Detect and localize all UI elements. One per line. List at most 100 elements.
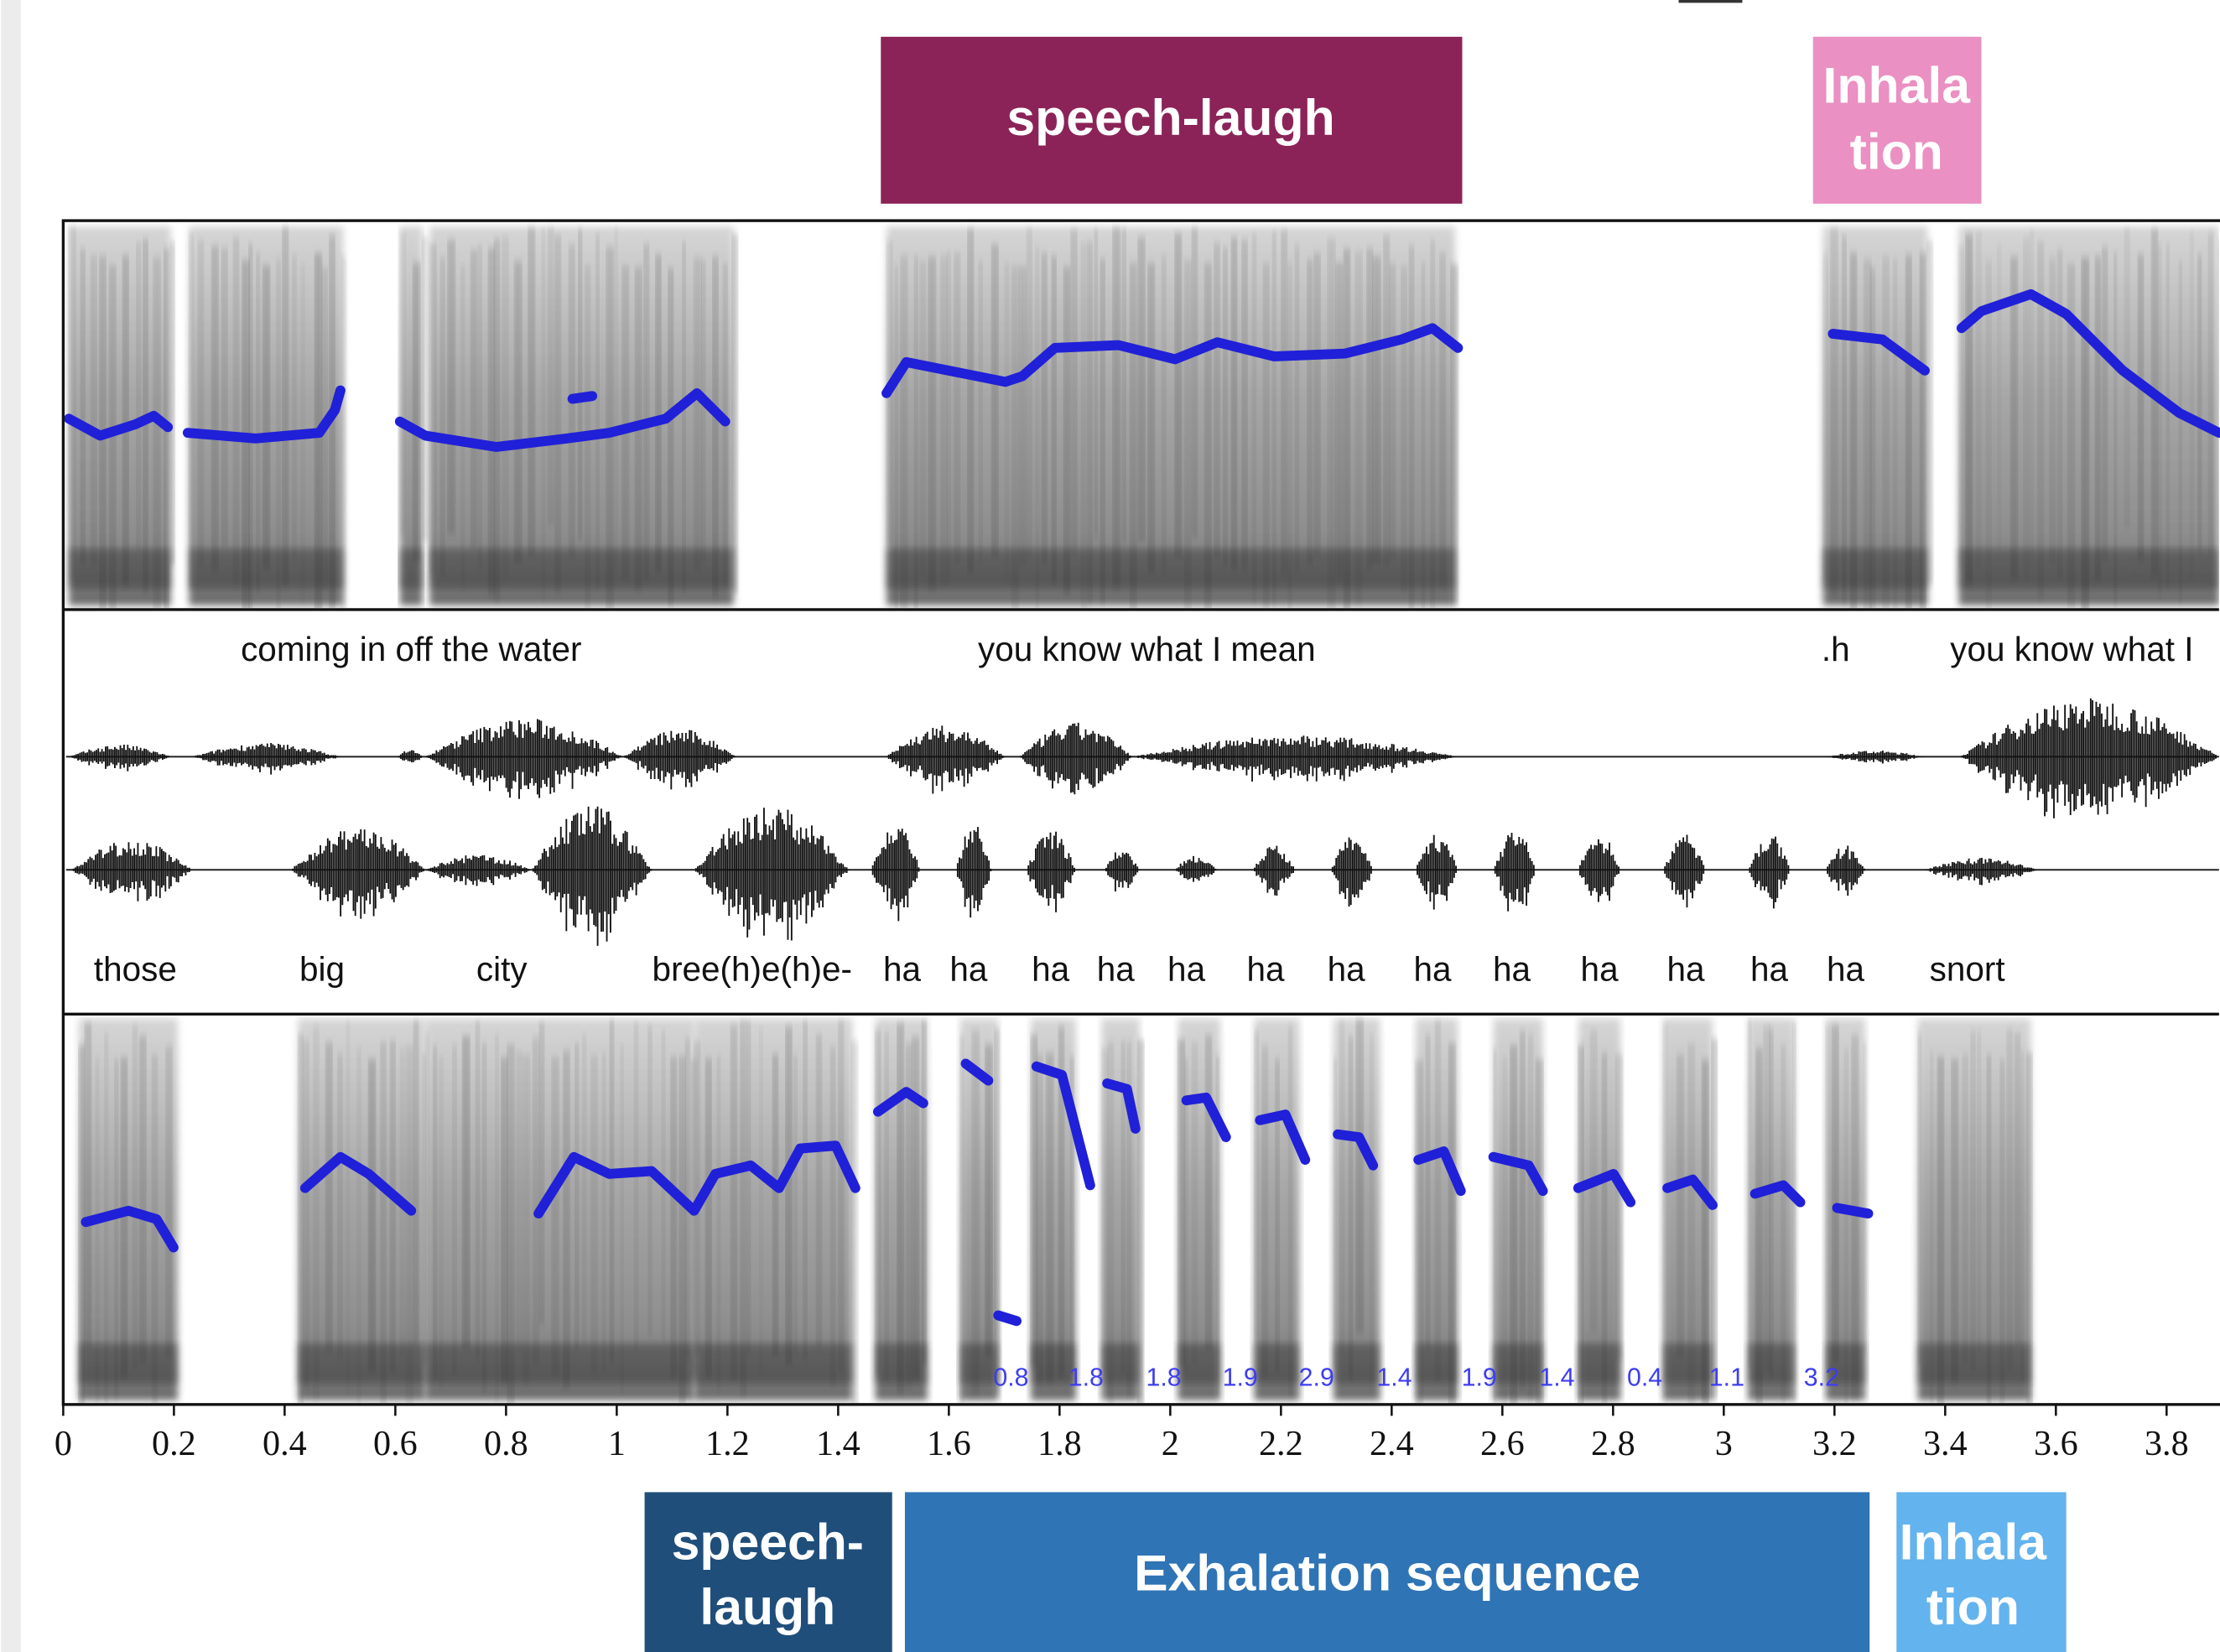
spectrogram-striation — [602, 1052, 605, 1372]
spectrogram-striation — [1046, 1052, 1053, 1383]
formant-band — [1494, 1343, 1543, 1383]
spectrogram-striation — [1224, 247, 1228, 567]
transcript-label: ha — [1827, 949, 1865, 988]
waveform-burst — [1027, 832, 1074, 912]
spectrogram-striation — [346, 1020, 350, 1393]
waveform-burst — [1132, 735, 1456, 782]
formant-band — [694, 1343, 853, 1383]
spectrogram-striation — [199, 241, 204, 568]
spectrogram-striation — [140, 1036, 146, 1363]
spectrogram-striation — [1764, 1026, 1770, 1369]
spectrogram-striation — [257, 253, 260, 594]
spectrogram-striation — [1770, 1028, 1774, 1377]
spectrogram-striation — [2020, 1051, 2024, 1381]
spectrogram-striation — [1826, 1026, 1832, 1371]
transcript-label: coming in off the water — [241, 630, 581, 668]
formant-band — [298, 1343, 425, 1383]
spectrogram-striation — [1138, 237, 1145, 543]
waveform-burst — [1663, 834, 1705, 907]
spectrogram-striation — [972, 1031, 979, 1395]
transcript-label: ha — [1750, 949, 1789, 988]
spectrogram-striation — [1071, 229, 1077, 553]
spectrogram-striation — [539, 1022, 544, 1325]
spectrogram-striation — [1122, 228, 1126, 543]
spectrogram-striation — [123, 256, 129, 586]
formant-band — [429, 548, 734, 588]
spectrogram-striation — [2103, 247, 2108, 560]
interval-value: 0.8 — [993, 1364, 1028, 1391]
transcript-label: .h — [1822, 630, 1850, 668]
spectrogram-striation — [830, 1047, 835, 1386]
spectrogram-striation — [1384, 236, 1390, 567]
spectrogram-striation — [591, 1055, 597, 1374]
spectrogram-striation — [596, 233, 600, 589]
spectrogram-striation — [885, 1032, 888, 1380]
pitch-contour — [1837, 1208, 1868, 1213]
spectrogram-striation — [1927, 241, 1933, 584]
label-text: speech- — [672, 1514, 864, 1571]
formant-band — [1823, 548, 1928, 588]
spectrogram-striation — [793, 1055, 797, 1354]
label-text: Exhalation sequence — [1134, 1545, 1640, 1602]
spectrogram-striation — [2095, 257, 2100, 580]
spectrogram-striation — [995, 1029, 1000, 1393]
spectrogram-striation — [1252, 233, 1256, 602]
spectrogram-striation — [1042, 253, 1047, 564]
transcript-label: bree(h)e(h)e- — [652, 949, 852, 988]
spectrogram-striation — [1064, 268, 1070, 595]
formant-band — [400, 548, 423, 588]
spectrogram-striation — [2198, 254, 2202, 551]
spectrogram-striation — [549, 226, 554, 525]
tick-label: 0.8 — [484, 1424, 528, 1463]
spectrogram-striation — [1288, 1026, 1292, 1396]
formant-band — [69, 548, 170, 588]
transcript-label: ha — [1167, 949, 1206, 988]
interval-value: 0.4 — [1627, 1364, 1662, 1391]
spectrogram-striation — [1205, 1035, 1211, 1349]
waveform-burst — [1748, 837, 1790, 909]
spectrogram-striation — [1616, 1054, 1623, 1360]
spectrogram-striation — [425, 1033, 429, 1361]
tick-label: 2.6 — [1480, 1424, 1525, 1463]
label-text: Inhala — [1900, 1514, 2048, 1571]
tick-label: 1.6 — [927, 1424, 971, 1463]
waveform-burst — [425, 719, 622, 798]
spectrogram-striation — [2139, 255, 2144, 561]
spectrogram-striation — [2208, 233, 2213, 553]
interval-value: 1.9 — [1462, 1364, 1497, 1391]
spectrogram-segment — [1494, 1018, 1543, 1400]
spectrogram-striation — [1977, 1031, 1980, 1350]
spectrogram-striation — [575, 1043, 579, 1350]
interval-value: 1.4 — [1539, 1364, 1574, 1391]
spectrogram-striation — [610, 1019, 614, 1362]
spectrogram-striation — [1370, 1035, 1373, 1386]
waveform-burst — [1925, 858, 2037, 886]
spectrogram-striation — [1952, 1059, 1958, 1383]
spectrogram-striation — [69, 226, 75, 581]
pitch-contour — [573, 396, 593, 398]
spectrogram-striation — [985, 1045, 992, 1356]
spectrogram-striation — [81, 249, 85, 564]
spectrogram-striation — [578, 229, 582, 539]
interval-value: 3.2 — [1804, 1364, 1839, 1391]
spectrogram-striation — [1831, 227, 1838, 597]
spectrogram-striation — [1052, 256, 1056, 583]
formant-band — [1578, 1343, 1621, 1383]
spectrogram-striation — [1262, 1046, 1268, 1377]
spectrogram-striation — [1276, 1059, 1279, 1371]
formant-band — [1918, 1343, 2031, 1383]
tick-label: 3.4 — [1923, 1424, 1968, 1463]
spectrogram-striation — [702, 260, 705, 561]
spectrogram-striation — [528, 227, 534, 555]
spectrogram-striation — [338, 1054, 342, 1359]
spectrogram-striation — [1963, 1053, 1968, 1363]
interval-value: 1.4 — [1376, 1364, 1412, 1391]
spectrogram-striation — [1373, 257, 1380, 564]
spectrogram-striation — [502, 1057, 507, 1384]
tick-label: 0 — [55, 1424, 72, 1463]
spectrogram-striation — [1185, 1059, 1188, 1374]
waveform-burst — [1331, 838, 1373, 907]
spectrogram-striation — [478, 245, 481, 568]
spectrogram-striation — [1435, 1020, 1440, 1382]
spectrogram-striation — [741, 1020, 746, 1396]
